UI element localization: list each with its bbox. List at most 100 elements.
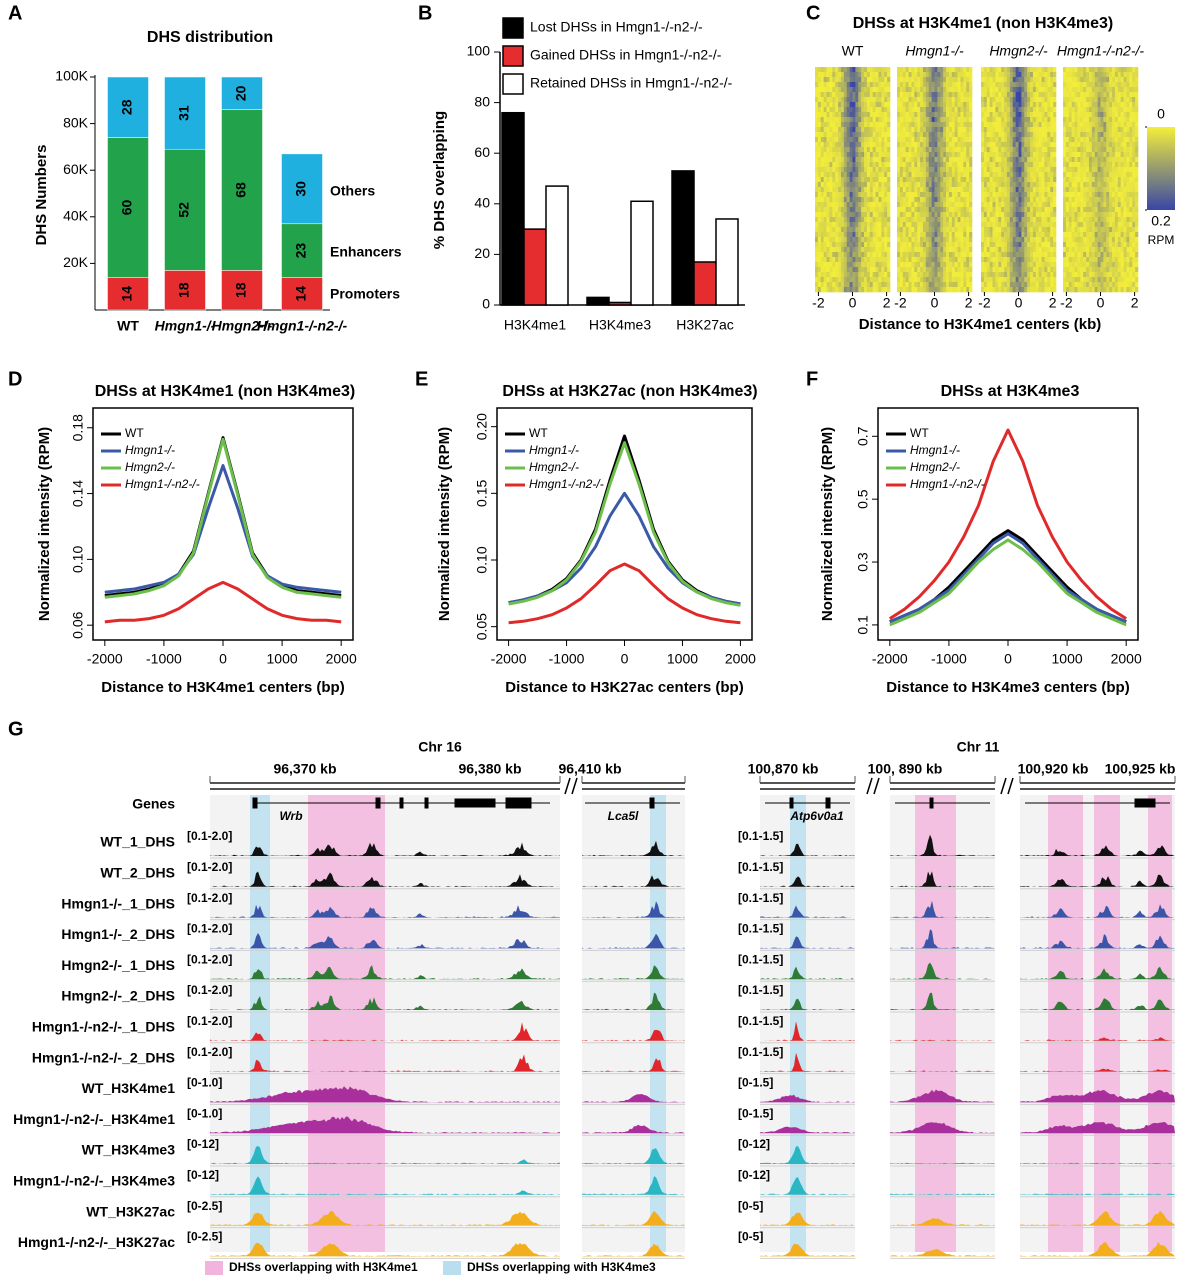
heatmap-cell: [1091, 182, 1096, 188]
heatmap-cell: [917, 197, 921, 203]
heatmap-cell: [861, 232, 865, 238]
heatmap-cell: [817, 137, 822, 143]
heatmap-cell: [969, 277, 973, 283]
heatmap-cell: [1027, 197, 1031, 203]
x-tick-label: -2: [1060, 295, 1073, 311]
heatmap-cell: [1106, 182, 1110, 188]
heatmap-cell: [1120, 257, 1124, 263]
heatmap-cell: [1004, 112, 1008, 118]
heatmap-cell: [1050, 212, 1054, 218]
heatmap-cell: [846, 152, 850, 158]
heatmap-cell: [1050, 262, 1054, 268]
heatmap-cell: [823, 72, 827, 78]
heatmap-cell: [826, 207, 830, 213]
heatmap-cell: [998, 282, 1002, 288]
heatmap-cell: [1117, 167, 1121, 173]
heatmap-cell: [840, 202, 845, 208]
heatmap-cell: [838, 172, 842, 178]
heatmap-cell: [914, 127, 918, 133]
heatmap-cell: [1109, 147, 1113, 153]
y-tick-label: 0.10: [70, 546, 86, 573]
heatmap-cell: [1063, 187, 1067, 193]
heatmap-cell: [1094, 257, 1098, 263]
heatmap-cell: [1047, 142, 1051, 148]
heatmap-cell: [817, 77, 822, 83]
heatmap-cell: [1080, 122, 1084, 128]
heatmap-cell: [875, 232, 879, 238]
heatmap-cell: [869, 137, 873, 143]
heatmap-cell: [866, 272, 871, 278]
heatmap-cell: [957, 277, 961, 283]
heatmap-cell: [864, 112, 868, 118]
heatmap-cell: [934, 287, 938, 293]
heatmap-cell: [911, 287, 915, 293]
heatmap-cell: [869, 72, 873, 78]
heatmap-cell: [969, 82, 973, 88]
heatmap-cell: [920, 192, 924, 198]
heatmap-cell: [1065, 102, 1070, 108]
heatmap-cell: [864, 102, 868, 108]
heatmap-cell: [835, 267, 839, 273]
heatmap-cell: [931, 157, 935, 163]
heatmap-cell: [1015, 272, 1019, 278]
heatmap-cell: [1126, 282, 1130, 288]
heatmap-cell: [1132, 172, 1136, 178]
coordinate-label: 96,370 kb: [273, 761, 336, 777]
heatmap-cell: [838, 232, 842, 238]
heatmap-cell: [899, 222, 904, 228]
heatmap-cell: [986, 92, 990, 98]
heatmap-cell: [826, 162, 830, 168]
heatmap-cell: [1129, 107, 1133, 113]
heatmap-cell: [1044, 287, 1048, 293]
heatmap-cell: [887, 242, 891, 248]
legend-label: Enhancers: [330, 244, 402, 260]
heatmap-cell: [881, 232, 885, 238]
heatmap-cell: [1106, 222, 1110, 228]
heatmap-cell: [1035, 107, 1039, 113]
heatmap-cell: [946, 172, 950, 178]
heatmap-cell: [1012, 197, 1016, 203]
heatmap-cell: [835, 132, 839, 138]
heatmap-cell: [937, 217, 941, 223]
heatmap-cell: [908, 77, 912, 83]
heatmap-cell: [858, 207, 862, 213]
heatmap-cell: [948, 197, 953, 203]
heatmap-cell: [954, 222, 958, 228]
heatmap-cell: [823, 272, 827, 278]
heatmap-cell: [846, 132, 850, 138]
heatmap-cell: [986, 192, 990, 198]
heatmap-cell: [1004, 102, 1008, 108]
heatmap-cell: [1100, 132, 1104, 138]
heatmap-cell: [878, 122, 882, 128]
heatmap-cell: [1030, 197, 1034, 203]
heatmap-cell: [823, 187, 827, 193]
bar: [501, 111, 525, 306]
heatmap-cell: [998, 112, 1002, 118]
heatmap-cell: [1006, 147, 1011, 153]
heatmap-cell: [840, 172, 845, 178]
x-tick-label: 0: [1015, 295, 1023, 311]
heatmap-cell: [861, 147, 865, 153]
heatmap-cell: [1027, 112, 1031, 118]
heatmap-cell: [1097, 182, 1101, 188]
heatmap-cell: [954, 117, 958, 123]
heatmap-cell: [887, 277, 891, 283]
heatmap-cell: [963, 147, 967, 153]
heatmap-cell: [981, 142, 985, 148]
heatmap-cell: [1097, 127, 1101, 133]
heatmap-cell: [899, 172, 904, 178]
heatmap-cell: [1001, 227, 1005, 233]
heatmap-cell: [887, 157, 891, 163]
heatmap-cell: [1088, 172, 1093, 178]
heatmap-cell: [855, 287, 859, 293]
heatmap-cell: [902, 157, 906, 163]
heatmap-cell: [1100, 162, 1104, 168]
heatmap-cell: [960, 157, 964, 163]
heatmap-cell: [1097, 197, 1101, 203]
heatmap-cell: [1035, 117, 1039, 123]
panel-letter: G: [8, 718, 24, 740]
heatmap-cell: [829, 87, 833, 93]
heatmap-cell: [884, 127, 888, 133]
heatmap-cell: [843, 242, 848, 248]
heatmap-cell: [1097, 262, 1101, 268]
